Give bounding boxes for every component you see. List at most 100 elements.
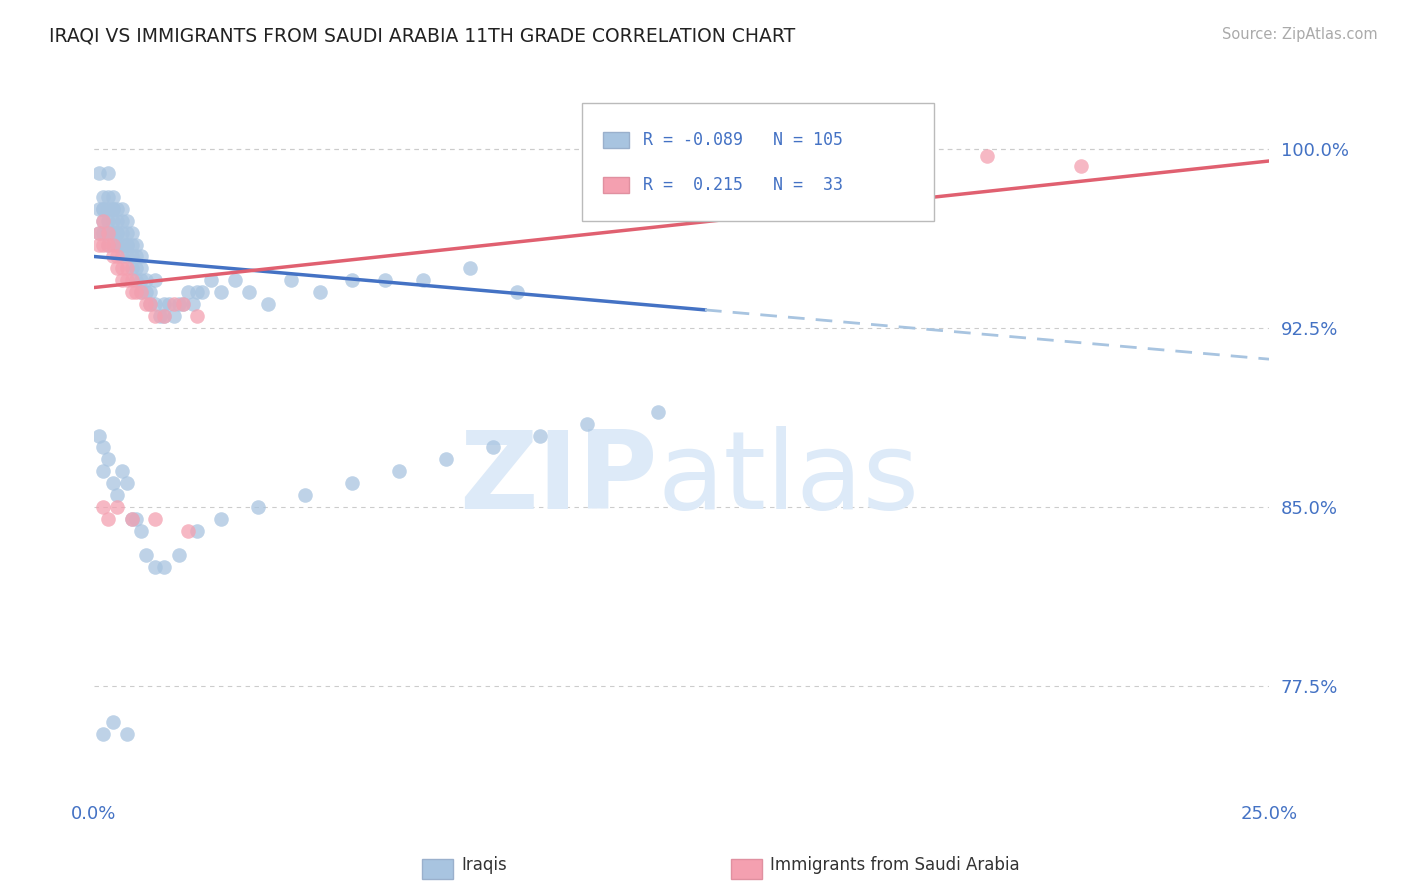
Point (115, 476, 138, 491)
Point (1070, 159, 1092, 173)
Point (91, 213, 114, 227)
Point (167, 297, 190, 311)
Point (87, 226, 110, 240)
Point (97, 190, 120, 204)
Point (125, 261, 148, 276)
Point (107, 202, 129, 216)
Point (115, 226, 138, 240)
Point (125, 250, 148, 264)
Point (111, 464, 134, 478)
Point (177, 285, 200, 300)
Point (97, 237, 120, 252)
Point (200, 273, 222, 287)
Point (97, 213, 120, 227)
Point (115, 261, 138, 276)
Text: atlas: atlas (658, 425, 920, 532)
Point (280, 273, 302, 287)
Point (97, 166, 120, 180)
Point (101, 202, 124, 216)
Point (121, 285, 143, 300)
Point (125, 273, 148, 287)
Point (129, 261, 152, 276)
Point (308, 285, 330, 300)
Point (224, 273, 246, 287)
Point (107, 500, 129, 515)
Point (87, 202, 110, 216)
Point (135, 548, 157, 562)
Point (111, 226, 134, 240)
Point (143, 512, 166, 526)
Point (91, 464, 114, 478)
Point (101, 202, 124, 216)
Point (101, 226, 124, 240)
Point (157, 297, 180, 311)
Point (121, 512, 143, 526)
Point (506, 285, 529, 300)
Point (388, 464, 411, 478)
Point (115, 727, 138, 741)
Point (143, 273, 166, 287)
Text: Iraqis: Iraqis (461, 856, 508, 874)
Text: ZIP: ZIP (460, 425, 658, 532)
Point (87, 166, 110, 180)
Text: IRAQI VS IMMIGRANTS FROM SAUDI ARABIA 11TH GRADE CORRELATION CHART: IRAQI VS IMMIGRANTS FROM SAUDI ARABIA 11… (49, 27, 796, 45)
Point (256, 297, 278, 311)
Point (97, 202, 120, 216)
Point (97, 512, 120, 526)
Point (412, 273, 434, 287)
Point (97, 452, 120, 467)
Point (107, 213, 129, 227)
Point (153, 309, 176, 323)
Point (111, 202, 134, 216)
Point (101, 190, 124, 204)
Point (115, 237, 138, 252)
Point (139, 297, 162, 311)
FancyBboxPatch shape (603, 177, 628, 193)
Point (91, 727, 114, 741)
Point (163, 309, 186, 323)
Point (115, 237, 138, 252)
Point (115, 273, 138, 287)
Point (135, 297, 157, 311)
Point (111, 273, 134, 287)
Point (576, 417, 599, 431)
Point (342, 476, 364, 491)
Point (115, 213, 138, 227)
Point (181, 297, 204, 311)
Point (121, 512, 143, 526)
Point (91, 441, 114, 455)
Point (153, 309, 176, 323)
Point (107, 250, 129, 264)
Point (87, 226, 110, 240)
Point (87, 428, 110, 442)
Point (143, 309, 166, 323)
Point (149, 309, 172, 323)
Point (91, 500, 114, 515)
Point (139, 297, 162, 311)
Point (238, 285, 260, 300)
Point (101, 714, 124, 729)
Point (294, 488, 316, 502)
Point (163, 297, 186, 311)
Point (209, 512, 232, 526)
Point (107, 226, 129, 240)
Point (129, 524, 152, 538)
Point (153, 297, 176, 311)
Point (101, 237, 124, 252)
Point (121, 261, 143, 276)
Text: R =  0.215   N =  33: R = 0.215 N = 33 (643, 176, 842, 194)
Point (107, 226, 129, 240)
Point (91, 213, 114, 227)
Point (172, 297, 194, 311)
Point (482, 441, 505, 455)
Point (139, 285, 162, 300)
Point (97, 226, 120, 240)
Point (91, 202, 114, 216)
Point (167, 548, 190, 562)
Point (177, 524, 200, 538)
Point (111, 261, 134, 276)
Point (143, 297, 166, 311)
Point (129, 285, 152, 300)
Point (529, 428, 551, 442)
Point (121, 250, 143, 264)
